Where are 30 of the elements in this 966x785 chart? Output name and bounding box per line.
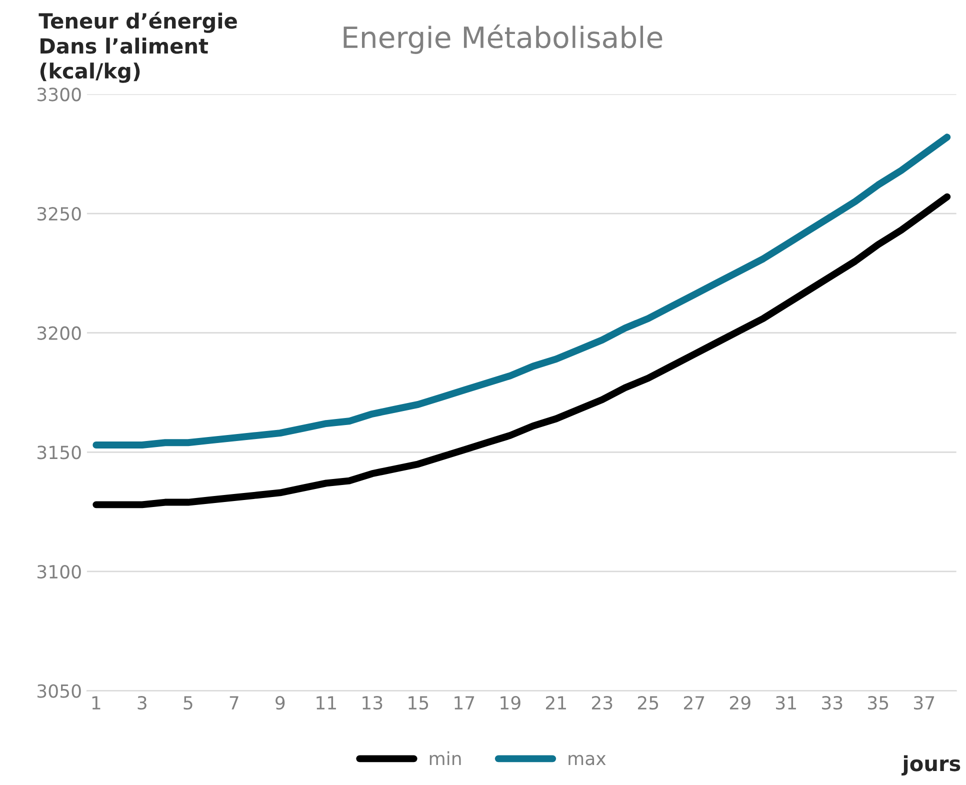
x-tick-label: 23: [592, 696, 612, 710]
x-tick-label: 9: [276, 696, 285, 710]
x-tick-label: 33: [822, 696, 842, 710]
x-tick-label: 27: [684, 696, 704, 710]
x-tick-label: 35: [868, 696, 888, 710]
x-tick-label: 37: [914, 696, 934, 710]
x-tick-label: 21: [546, 696, 566, 710]
x-tick-label: 17: [454, 696, 474, 710]
x-tick-label: 15: [408, 696, 428, 710]
y-tick-label: 3100: [38, 564, 81, 579]
legend-label: min: [430, 751, 461, 765]
x-tick-label: 19: [500, 696, 520, 710]
x-tick-label: 7: [230, 696, 238, 710]
x-tick-label: 11: [316, 696, 336, 710]
y-tick-label: 3300: [38, 88, 81, 102]
x-tick-label: 29: [730, 696, 750, 710]
chart-title: Energie Métabolisable: [344, 24, 662, 54]
x-tick-label: 13: [362, 696, 382, 710]
x-tick-label: 25: [638, 696, 658, 710]
y-tick-label: 3150: [38, 446, 81, 460]
y-tick-label: 3050: [38, 684, 81, 698]
x-tick-label: 5: [184, 696, 192, 710]
y-tick-label: 3200: [38, 326, 81, 340]
y-tick-label: 3250: [38, 206, 81, 221]
x-tick-label: 1: [92, 696, 100, 710]
x-axis-title: jours: [902, 755, 960, 776]
legend-label: max: [568, 754, 606, 766]
x-tick-label: 3: [138, 696, 146, 710]
y-axis-title: Teneur d’énergie Dans l’aliment (kcal/kg): [38, 12, 237, 83]
x-tick-label: 31: [776, 696, 796, 710]
